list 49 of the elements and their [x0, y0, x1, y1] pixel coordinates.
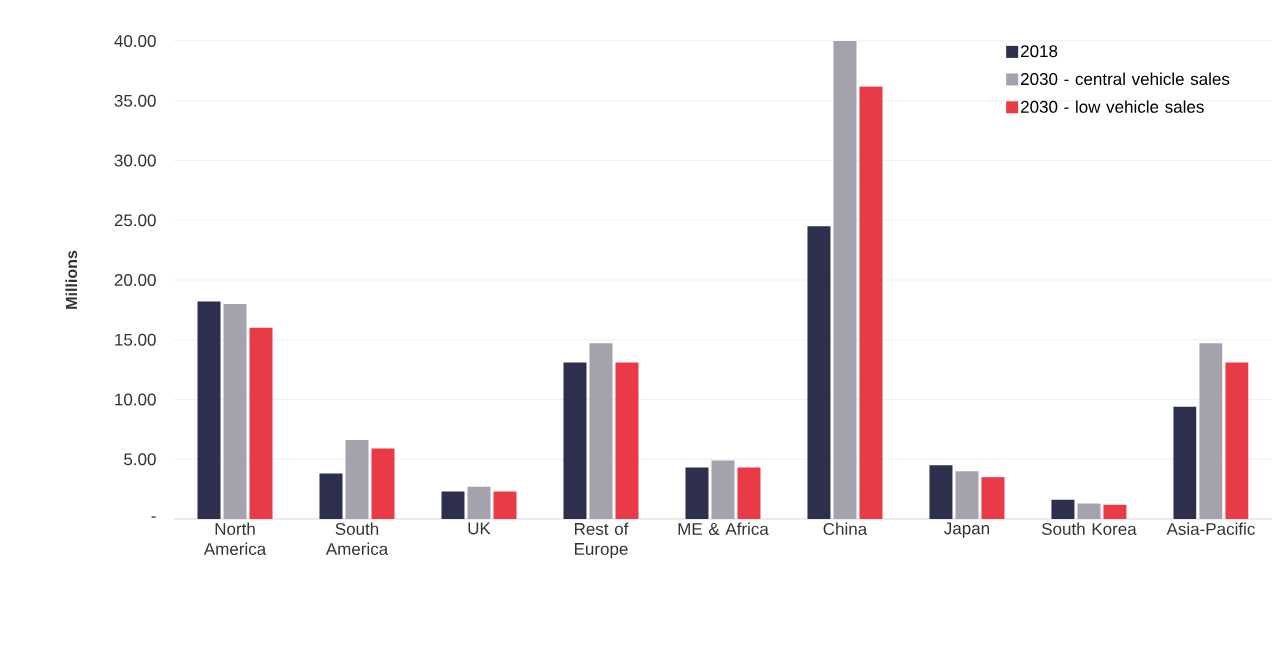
x-tick-label: North America: [203, 522, 267, 556]
x-tick-label: UK: [468, 522, 491, 535]
bar: [1103, 504, 1127, 519]
bar: [1077, 503, 1101, 519]
bar: [1051, 499, 1075, 519]
bar: [441, 491, 465, 519]
bar: [615, 362, 639, 519]
bar: [833, 40, 857, 519]
bar: [223, 303, 247, 519]
x-tick-label: South Korea: [1042, 522, 1137, 536]
legend-label: 2030 - central vehicle sales: [1021, 72, 1230, 86]
bar: [981, 477, 1005, 519]
bar: [1199, 343, 1223, 519]
x-tick-label: China: [823, 522, 868, 536]
bar: [1225, 362, 1249, 519]
y-tick-label: 15.00: [115, 333, 156, 346]
legend-label: 2018: [1021, 45, 1058, 58]
y-axis-title: Millions: [65, 250, 78, 309]
bar: [345, 440, 369, 519]
x-tick-label: Japan: [944, 522, 989, 538]
legend-label: 2030 - low vehicle sales: [1021, 100, 1204, 113]
bar: [1173, 406, 1197, 519]
y-tick-label: -: [151, 516, 156, 518]
y-tick-label: 5.00: [124, 453, 156, 466]
y-tick-label: 35.00: [114, 94, 156, 107]
bar: [711, 460, 735, 519]
bar: [955, 471, 979, 519]
x-tick-label: ME & Africa: [678, 522, 769, 536]
bar: [685, 467, 709, 519]
x-tick-label: Asia-Pacific: [1166, 522, 1255, 536]
bar: [249, 327, 273, 519]
bar: [493, 491, 517, 519]
x-tick-label: South America: [325, 522, 389, 556]
bar: [859, 86, 883, 519]
bar: [197, 301, 221, 519]
bar: [371, 448, 395, 519]
bar: [467, 486, 491, 519]
bar: [807, 226, 831, 519]
bar: [319, 473, 343, 519]
y-tick-label: 10.00: [115, 393, 156, 406]
y-tick-label: 25.00: [114, 214, 156, 227]
bar: [589, 343, 613, 519]
y-tick-label: 40.00: [114, 34, 156, 48]
bar: [737, 467, 761, 519]
bar: [929, 465, 953, 519]
y-tick-label: 20.00: [114, 273, 156, 287]
x-tick-label: Rest of Europe: [574, 522, 629, 559]
bar: [563, 362, 587, 519]
y-tick-label: 30.00: [114, 154, 156, 167]
